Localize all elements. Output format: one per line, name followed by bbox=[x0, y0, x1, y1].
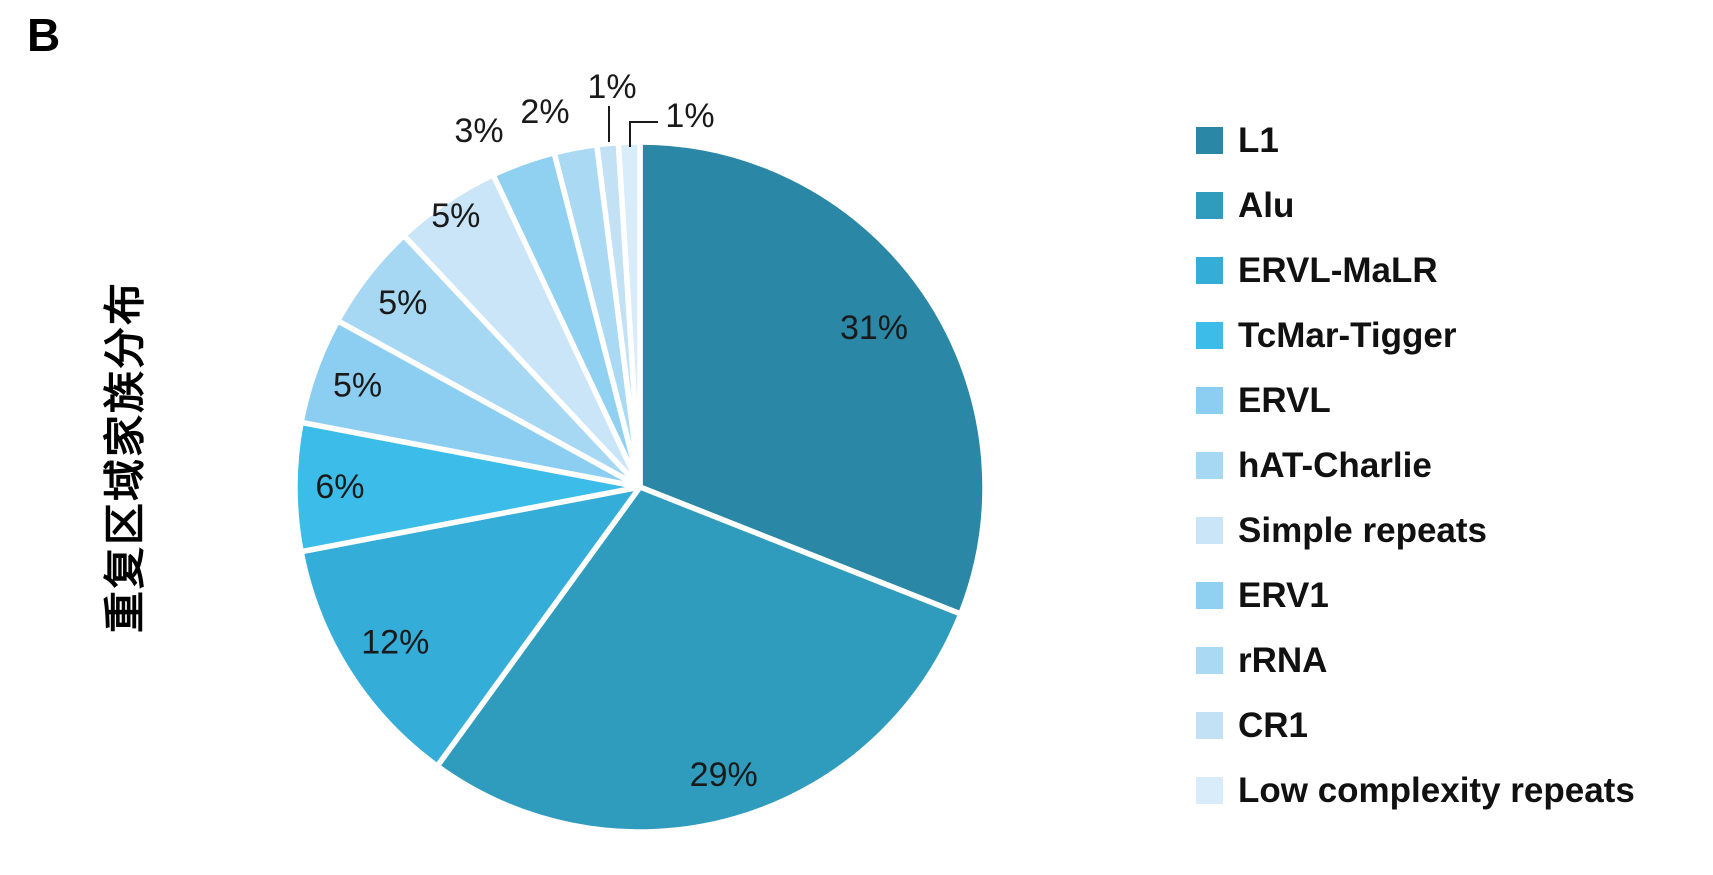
pie-pct-label-l1: 31% bbox=[840, 309, 908, 347]
legend-label-erv1: ERV1 bbox=[1238, 576, 1329, 615]
legend-item-tcmar-tigger: TcMar-Tigger bbox=[1196, 318, 1635, 353]
pie-slice-alu bbox=[434, 484, 964, 835]
pie-pct-label-cr1: 1% bbox=[587, 68, 636, 106]
pie-pct-label-alu: 29% bbox=[690, 756, 758, 794]
pie-pct-label-rrna: 2% bbox=[520, 93, 569, 131]
panel-label: B bbox=[27, 9, 61, 61]
legend-swatch-simple-repeats bbox=[1196, 517, 1223, 544]
legend-swatch-hat-charlie bbox=[1196, 452, 1223, 479]
legend-label-l1: L1 bbox=[1238, 121, 1279, 160]
legend-label-alu: Alu bbox=[1238, 186, 1295, 225]
legend-item-l1: L1 bbox=[1196, 123, 1635, 158]
pie-pct-label-tcmar-tigger: 6% bbox=[315, 468, 364, 506]
legend-swatch-ervl-malr bbox=[1196, 257, 1223, 284]
legend-item-rrna: rRNA bbox=[1196, 643, 1635, 678]
legend: L1 Alu ERVL-MaLR TcMar-Tigger ERVL hAT-Charli… bbox=[1196, 123, 1635, 842]
legend-item-ervl-malr: ERVL-MaLR bbox=[1196, 253, 1635, 288]
legend-swatch-erv1 bbox=[1196, 582, 1223, 609]
legend-label-simple-repeats: Simple repeats bbox=[1238, 511, 1487, 550]
legend-item-alu: Alu bbox=[1196, 188, 1635, 223]
legend-item-ervl: ERVL bbox=[1196, 383, 1635, 418]
legend-swatch-tcmar-tigger bbox=[1196, 322, 1223, 349]
pie-slice-ervl-malr bbox=[298, 484, 643, 769]
legend-item-hat-charlie: hAT-Charlie bbox=[1196, 448, 1635, 483]
legend-label-ervl: ERVL bbox=[1238, 381, 1331, 420]
pie-pct-label-low-complexity-repeats: 1% bbox=[665, 97, 714, 135]
pie-pct-label-ervl: 5% bbox=[333, 366, 382, 404]
legend-label-hat-charlie: hAT-Charlie bbox=[1238, 446, 1432, 485]
legend-item-erv1: ERV1 bbox=[1196, 578, 1635, 613]
legend-label-rrna: rRNA bbox=[1238, 641, 1328, 680]
legend-label-ervl-malr: ERVL-MaLR bbox=[1238, 251, 1438, 290]
legend-swatch-low-complexity-repeats bbox=[1196, 777, 1223, 804]
pie-pct-label-erv1: 3% bbox=[454, 112, 503, 150]
legend-swatch-cr1 bbox=[1196, 712, 1223, 739]
legend-label-cr1: CR1 bbox=[1238, 706, 1309, 745]
legend-swatch-alu bbox=[1196, 192, 1223, 219]
legend-item-cr1: CR1 bbox=[1196, 708, 1635, 743]
legend-label-low-complexity-repeats: Low complexity repeats bbox=[1238, 771, 1635, 810]
pie-pct-label-hat-charlie: 5% bbox=[378, 284, 427, 322]
legend-item-low-complexity-repeats: Low complexity repeats bbox=[1196, 773, 1635, 808]
pie-pct-label-ervl-malr: 12% bbox=[361, 623, 429, 661]
leader-line-low-complexity bbox=[629, 121, 658, 147]
legend-swatch-l1 bbox=[1196, 127, 1223, 154]
legend-label-tcmar-tigger: TcMar-Tigger bbox=[1238, 316, 1457, 355]
pie-pct-label-simple-repeats: 5% bbox=[431, 197, 480, 235]
legend-swatch-ervl bbox=[1196, 387, 1223, 414]
pie-slice-l1 bbox=[637, 139, 988, 617]
legend-swatch-rrna bbox=[1196, 647, 1223, 674]
legend-item-simple-repeats: Simple repeats bbox=[1196, 513, 1635, 548]
